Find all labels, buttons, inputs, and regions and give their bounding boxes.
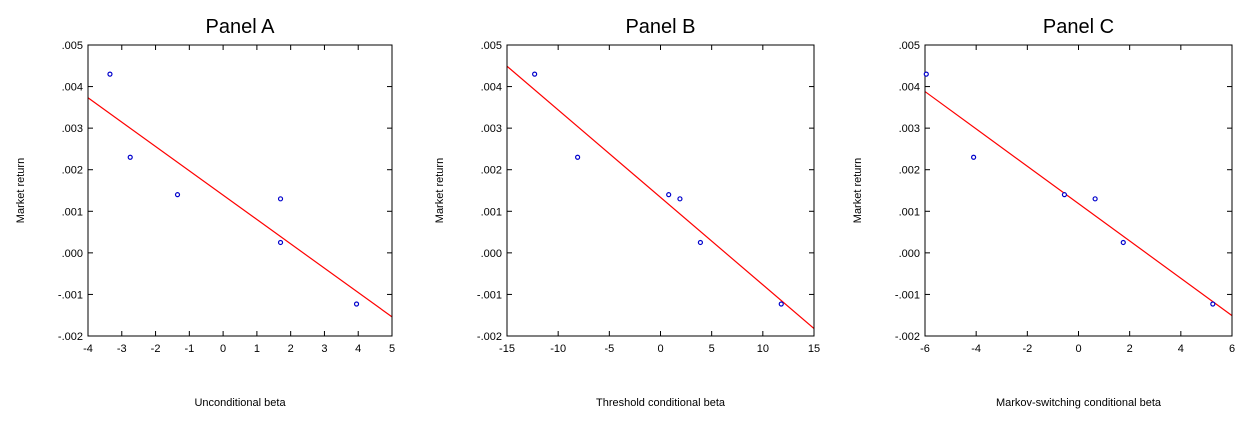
x-tick-label: -3 xyxy=(117,343,127,355)
x-tick-label: -2 xyxy=(151,343,161,355)
panel-3: Panel C -.002 -.001 .000 .001 .002 .003 .004 .00… xyxy=(852,16,1235,409)
y-tick-label: -.002 xyxy=(58,331,83,343)
data-point xyxy=(666,192,672,198)
fit-line xyxy=(507,65,814,329)
x-tick-label: 0 xyxy=(657,343,663,355)
y-tick-label: .000 xyxy=(62,248,83,260)
x-tick-label: -5 xyxy=(604,343,614,355)
x-tick-label: -4 xyxy=(971,343,981,355)
y-tick-label: .001 xyxy=(899,206,920,218)
data-point xyxy=(923,71,929,77)
panel-title: Panel B xyxy=(625,16,695,38)
y-tick-label: -.001 xyxy=(477,289,502,301)
y-tick-label: -.001 xyxy=(895,289,920,301)
plot-frame xyxy=(506,44,815,337)
data-point xyxy=(971,154,977,160)
x-tick-label: -4 xyxy=(83,343,93,355)
x-tick-label: 5 xyxy=(709,343,715,355)
y-tick-label: .002 xyxy=(899,165,920,177)
x-tick-label: 4 xyxy=(1178,343,1184,355)
x-tick-label: 6 xyxy=(1229,343,1235,355)
panel-2: Panel B -.002 -.001 .000 .001 .002 .003 .004 .00… xyxy=(434,16,820,409)
y-tick-label: .002 xyxy=(481,165,502,177)
fit-line xyxy=(925,91,1232,317)
y-axis-label: Market return xyxy=(434,158,446,223)
y-axis-label: Market return xyxy=(15,158,27,223)
data-point xyxy=(677,196,683,202)
x-tick-label: 0 xyxy=(220,343,226,355)
data-point xyxy=(107,71,113,77)
x-tick-label: 3 xyxy=(321,343,327,355)
y-tick-label: .003 xyxy=(481,123,502,135)
y-tick-label: -.002 xyxy=(477,331,502,343)
data-point xyxy=(1210,301,1216,307)
y-tick-label: -.001 xyxy=(58,289,83,301)
data-point xyxy=(174,192,181,198)
x-tick-label: -15 xyxy=(499,343,515,355)
data-point xyxy=(532,71,538,77)
data-point xyxy=(1061,192,1068,198)
x-tick-label: 2 xyxy=(1127,343,1133,355)
x-tick-label: 4 xyxy=(355,343,361,355)
fit-line xyxy=(88,97,392,318)
x-tick-label: 10 xyxy=(757,343,769,355)
x-tick-label: -10 xyxy=(550,343,566,355)
y-tick-label: .000 xyxy=(899,248,920,260)
x-axis-label: Markov-switching conditional beta xyxy=(996,397,1162,409)
data-point xyxy=(277,196,284,202)
x-tick-label: 0 xyxy=(1075,343,1081,355)
data-point xyxy=(353,301,360,307)
x-tick-label: 5 xyxy=(389,343,395,355)
data-point xyxy=(575,154,581,160)
x-tick-label: 15 xyxy=(808,343,820,355)
y-tick-label: -.002 xyxy=(895,331,920,343)
data-point xyxy=(778,301,784,307)
y-axis-label: Market return xyxy=(852,158,864,223)
plot-frame xyxy=(87,44,393,337)
data-point xyxy=(697,239,704,246)
x-tick-label: -6 xyxy=(920,343,930,355)
panel-1: Panel A -.002 -.001 .000 .001 .002 .003 .004 .00… xyxy=(15,16,395,409)
x-tick-label: -1 xyxy=(184,343,194,355)
x-tick-label: 1 xyxy=(254,343,260,355)
y-tick-label: .004 xyxy=(899,82,920,94)
plot-frame xyxy=(924,44,1233,337)
y-tick-label: .004 xyxy=(62,82,83,94)
panel-title: Panel A xyxy=(206,16,276,38)
x-tick-label: -2 xyxy=(1022,343,1032,355)
y-tick-label: .000 xyxy=(481,248,502,260)
y-tick-label: .001 xyxy=(62,206,83,218)
y-tick-label: .003 xyxy=(899,123,920,135)
data-point xyxy=(127,154,133,160)
data-point xyxy=(277,239,284,246)
x-axis-label: Unconditional beta xyxy=(194,397,286,409)
y-tick-label: .005 xyxy=(62,40,83,52)
y-tick-label: .005 xyxy=(899,40,920,52)
data-point xyxy=(1092,196,1098,202)
y-tick-label: .003 xyxy=(62,123,83,135)
x-tick-label: 2 xyxy=(288,343,294,355)
panel-title: Panel C xyxy=(1043,16,1114,38)
data-point xyxy=(1120,239,1126,246)
y-tick-label: .002 xyxy=(62,165,83,177)
y-tick-label: .005 xyxy=(481,40,502,52)
y-tick-label: .004 xyxy=(481,82,502,94)
y-tick-label: .001 xyxy=(481,206,502,218)
x-axis-label: Threshold conditional beta xyxy=(596,397,726,409)
